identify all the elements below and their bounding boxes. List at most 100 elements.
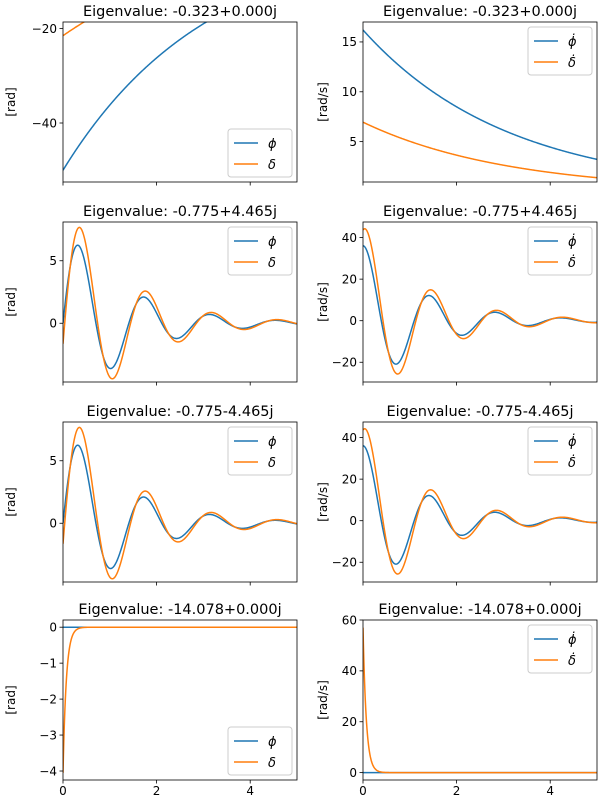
subplot-7: 0 2 4 −4 −3 −2 −1 0 Eigenvalue: -14.078+0.000j [r… [4, 602, 298, 798]
x-tick-label: 0 [359, 784, 367, 798]
series-line-2 [363, 428, 597, 575]
legend-box [527, 226, 593, 276]
x-tick-label: 2 [153, 784, 161, 798]
y-tick-label: 0 [349, 766, 357, 780]
y-tick-label: −20 [332, 556, 357, 570]
subplot-title: Eigenvalue: -14.078+0.000j [78, 602, 281, 618]
y-tick-label: −20 [332, 356, 357, 370]
y-tick-label: −3 [39, 728, 57, 742]
legend-label: δ [268, 158, 276, 173]
y-tick-label: −4 [39, 764, 57, 778]
y-tick-label: 0 [49, 620, 57, 634]
legend-label: δ̇ [568, 455, 576, 471]
series-line-2 [363, 228, 597, 375]
y-tick-label: 40 [342, 231, 357, 245]
subplot-title: Eigenvalue: -0.775+4.465j [383, 204, 577, 220]
y-axis-label: [rad] [4, 487, 18, 516]
subplot-title: Eigenvalue: -0.775-4.465j [386, 404, 573, 420]
legend-label: ϕ [268, 435, 277, 450]
subplot-title: Eigenvalue: -0.775+4.465j [83, 204, 277, 220]
legend: ϕ̇ δ̇ [527, 426, 593, 476]
subplot-3: 0 5 Eigenvalue: -0.775+4.465j [rad] ϕδ [4, 204, 298, 386]
axes-frame [62, 21, 298, 183]
legend: ϕδ [227, 426, 293, 476]
y-tick-label: 5 [49, 454, 57, 468]
subplot-1: −40 −20 Eigenvalue: -0.323+0.000j [rad] ϕδ [4, 4, 298, 186]
axes-frame [62, 421, 298, 583]
y-tick-label: 15 [342, 35, 357, 49]
axes-frame [62, 619, 298, 781]
subplot-2: 5 10 15 Eigenvalue: -0.323+0.000j [rad/s] ϕ̇ δ… [316, 4, 598, 186]
legend-label: δ̇ [568, 55, 576, 71]
series-line-1 [363, 29, 597, 161]
y-tick-label: 5 [349, 135, 357, 149]
y-axis-label: [rad/s] [316, 482, 330, 522]
y-tick-label: 0 [349, 314, 357, 328]
subplot-title: Eigenvalue: -0.775-4.465j [86, 404, 273, 420]
y-axis-label: [rad/s] [316, 680, 330, 720]
axes-frame [362, 221, 598, 383]
legend-box [527, 26, 593, 76]
legend-label: δ̇ [568, 653, 576, 669]
subplot-5: 0 5 Eigenvalue: -0.775-4.465j [rad] ϕδ [4, 404, 298, 586]
legend-label: δ [268, 256, 276, 271]
legend: ϕ̇ δ̇ [527, 624, 593, 674]
axes-frame [362, 421, 598, 583]
legend: ϕ̇ δ̇ [527, 26, 593, 76]
y-tick-label: 0 [49, 317, 57, 331]
axes-frame [362, 21, 598, 183]
legend-box [527, 426, 593, 476]
legend-label: δ̇ [568, 255, 576, 271]
series-line-1 [63, 22, 208, 171]
series-line-2 [63, 626, 297, 773]
axes-frame [362, 619, 598, 781]
subplot-title: Eigenvalue: -0.323+0.000j [83, 4, 277, 20]
y-tick-label: 60 [342, 613, 357, 627]
subplot-6: −20 0 20 40 Eigenvalue: -0.775-4.465j [rad/s]… [316, 404, 598, 586]
legend-label: ϕ̇ [568, 34, 577, 50]
legend-label: δ [268, 756, 276, 771]
y-axis-label: [rad] [4, 87, 18, 116]
y-tick-label: 20 [342, 715, 357, 729]
legend-label: ϕ̇ [568, 632, 577, 648]
y-tick-label: 20 [342, 472, 357, 486]
x-tick-label: 4 [246, 784, 254, 798]
legend-box [527, 624, 593, 674]
x-tick-label: 4 [546, 784, 554, 798]
series-line-2 [63, 226, 297, 380]
axes-frame [62, 221, 298, 383]
y-tick-label: 0 [49, 517, 57, 531]
legend-label: δ [268, 456, 276, 471]
subplot-title: Eigenvalue: -0.323+0.000j [383, 4, 577, 20]
legend-label: ϕ [268, 735, 277, 750]
y-tick-label: 20 [342, 272, 357, 286]
y-axis-label: [rad/s] [316, 282, 330, 322]
legend-label: ϕ [268, 235, 277, 250]
legend-box [227, 226, 293, 276]
y-tick-label: 40 [342, 431, 357, 445]
legend-box [227, 426, 293, 476]
x-tick-label: 0 [59, 784, 67, 798]
subplot-title: Eigenvalue: -14.078+0.000j [378, 602, 581, 618]
y-axis-label: [rad] [4, 685, 18, 714]
legend: ϕδ [227, 726, 293, 776]
legend-label: ϕ [268, 137, 277, 152]
x-tick-label: 2 [453, 784, 461, 798]
series-line-2 [363, 627, 597, 774]
y-axis-label: [rad/s] [316, 82, 330, 122]
legend-box [227, 128, 293, 178]
y-tick-label: −1 [39, 656, 57, 670]
subplot-4: −20 0 20 40 Eigenvalue: -0.775+4.465j [rad/s]… [316, 204, 598, 386]
y-tick-label: 0 [349, 514, 357, 528]
legend-box [227, 726, 293, 776]
legend-label: ϕ̇ [568, 434, 577, 450]
y-tick-label: 10 [342, 85, 357, 99]
legend: ϕδ [227, 128, 293, 178]
series-line-2 [63, 426, 297, 580]
legend-label: ϕ̇ [568, 234, 577, 250]
y-tick-label: −20 [32, 22, 57, 36]
legend: ϕδ [227, 226, 293, 276]
y-tick-label: 5 [49, 254, 57, 268]
